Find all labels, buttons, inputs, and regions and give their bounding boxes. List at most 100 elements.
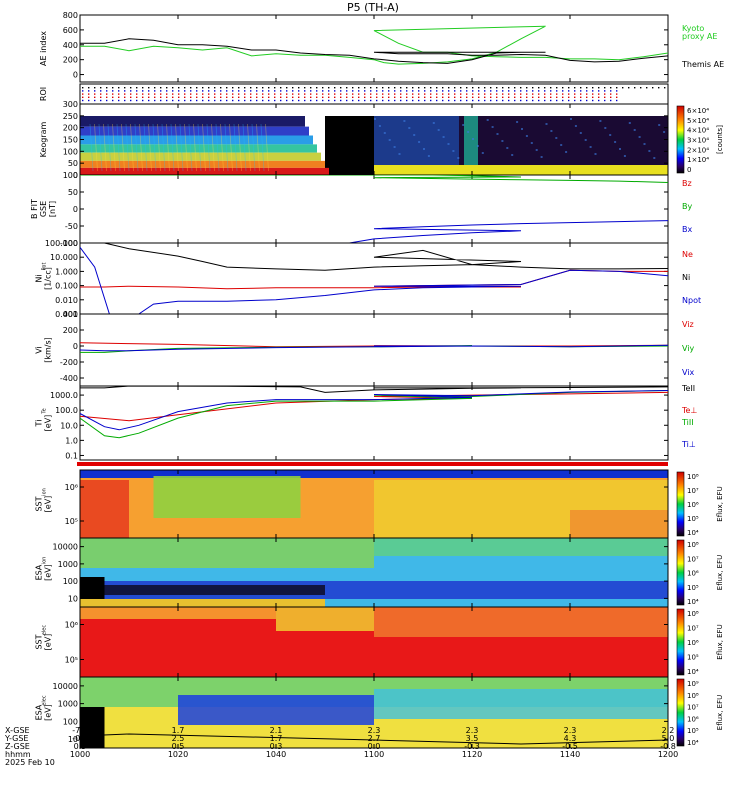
keogram-speckle [398,153,401,155]
esa_ion-colorbar-label: Eflux, EFU [716,555,724,590]
keogram-streak [202,123,206,172]
roi-dot [508,96,510,98]
roi-dot [604,99,606,102]
roi-dot [370,90,372,92]
roi-dot [436,96,438,98]
keogram-speckle [589,146,592,148]
roi-dot [556,96,558,98]
x-axis-labels: X-GSE Y-GSE Z-GSE hhmm 2025 Feb 10 -7.7-… [4,726,678,767]
roi-dot [382,99,384,102]
roi-dot [160,93,162,95]
b_fit-ytick-label: 0 [73,205,78,214]
roi-dot [190,96,192,98]
roi-dot [328,87,330,89]
roi-dot [238,90,240,92]
keogram-speckle [633,129,636,131]
roi-dot [316,90,318,92]
roi-dot [490,99,492,102]
roi-dot [406,96,408,98]
roi-dot [484,96,486,98]
roi-dot [460,99,462,102]
roi-dot [154,96,156,98]
temperature-line [80,389,668,431]
roi-dot [496,93,498,95]
roi-dot [406,99,408,102]
temperature-ylabel-line: Ti [35,420,44,428]
roi-dot [88,87,90,89]
xaxis-column-value: 4.3 [564,734,577,743]
roi-dot [472,93,474,95]
roi-dot [304,93,306,95]
roi-dot [112,87,114,89]
velocity-ytick-label: -400 [60,374,78,383]
roi-dot [184,99,186,102]
roi-dot [226,87,228,89]
xaxis-column-value: 5.0 [662,734,675,743]
esa_elec-colorbar [676,678,685,747]
keogram-streak [179,123,184,172]
roi-dot [154,90,156,92]
temperature-line [80,391,668,422]
roi-dot [544,99,546,102]
roi-dot [442,87,444,89]
keogram-streak [134,123,139,172]
roi-dot [256,90,258,92]
sst_elec-colorbar-tick: 10⁸ [687,610,699,618]
keogram-speckle [476,145,479,147]
ae-ytick-label: 600 [63,26,78,35]
keogram-speckle [486,119,489,121]
roi-dot [334,96,336,98]
sst_ion-colorbar-tick: 10⁴ [687,529,699,537]
sst_ion-ytick-label: 10⁶ [65,483,78,492]
esa-ion-green [80,538,374,568]
roi-dot [154,87,156,89]
roi-dot [178,93,180,95]
roi-dot [478,90,480,92]
roi-dot [658,87,660,89]
xaxis-column-value: 1120 [462,750,482,759]
temperature-ylabel-line: [eV] [44,415,53,432]
sst_ion-colorbar-tick: 10⁷ [687,487,699,495]
roi-dot [574,99,576,102]
sst_ion-colorbar-tick: 10⁸ [687,473,699,481]
keogram-streak [157,123,161,172]
roi-dot [424,99,426,102]
keogram-streak [233,123,238,172]
sst_elec-colorbar-tick: 10⁷ [687,625,699,633]
esa_ion-ylabel-line: [eV] [44,564,53,581]
roi-dot [358,96,360,98]
roi-dot [214,99,216,102]
roi-dot [328,90,330,92]
roi-dot [562,99,564,102]
density-line-ni [80,243,668,271]
roi-dot [364,87,366,89]
roi-dot [178,90,180,92]
b_fit-ytick-label: 100 [63,171,78,180]
roi-dot [466,99,468,102]
density-line-npot [80,247,668,314]
roi-dot [82,96,84,98]
roi-dot [508,99,510,102]
velocity-series [80,342,668,353]
xaxis-column-value: 2.3 [564,726,577,735]
roi-dot [220,93,222,95]
roi-dot [286,96,288,98]
keogram-ytick-label: 300 [63,100,78,109]
roi-dot [592,96,594,98]
roi-dot [166,93,168,95]
esa-ion-bottom [80,599,325,607]
roi-dot [190,87,192,89]
keogram-speckle [374,118,376,120]
roi-dot [400,90,402,92]
density-ytick-label: 10.000 [50,253,78,262]
sst_elec-colorbar-tick: 10⁵ [687,654,699,662]
roi-dot [352,93,354,95]
roi-dot [100,87,102,89]
roi-dot [526,99,528,102]
roi-dot [82,87,84,89]
roi-dot [274,96,276,98]
xaxis-column-value: 1040 [266,750,286,759]
keogram-speckle [628,122,631,124]
roi-dot [196,87,198,89]
roi-dot [214,93,216,95]
